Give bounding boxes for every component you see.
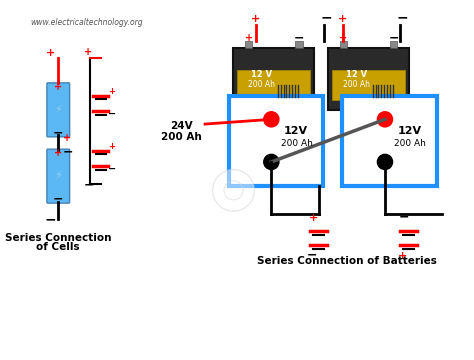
Text: +: + [54,82,62,92]
Text: Series Connection: Series Connection [5,233,111,243]
Text: Series Connection of Batteries: Series Connection of Batteries [257,256,437,266]
Text: +: + [63,133,71,143]
Circle shape [264,154,279,170]
FancyBboxPatch shape [342,96,437,186]
Text: +: + [337,14,347,24]
Text: 200 Ah: 200 Ah [248,80,275,89]
Text: −: − [388,31,399,44]
Text: −: − [63,145,73,158]
Text: −: − [399,211,409,224]
Text: 200 Ah: 200 Ah [281,139,313,148]
Text: 24V
200 Ah: 24V 200 Ah [161,121,202,143]
FancyBboxPatch shape [332,70,405,100]
Text: −: − [307,248,317,261]
Text: +: + [109,87,116,96]
FancyBboxPatch shape [339,41,347,48]
Text: −: − [293,31,304,44]
Circle shape [264,112,279,127]
Text: −: − [320,11,332,25]
Text: +: + [245,33,253,43]
Text: 200 Ah: 200 Ah [394,139,426,148]
Circle shape [377,154,392,170]
FancyBboxPatch shape [295,41,302,48]
FancyBboxPatch shape [390,41,397,48]
Text: −: − [53,127,64,140]
FancyBboxPatch shape [47,149,70,203]
Text: +: + [46,48,55,58]
Text: −: − [109,108,117,118]
Circle shape [213,170,254,211]
Text: 200 Ah: 200 Ah [343,80,370,89]
FancyBboxPatch shape [47,83,70,137]
Text: +: + [54,148,62,158]
Circle shape [377,112,392,127]
FancyBboxPatch shape [234,48,314,110]
Text: +: + [250,14,260,24]
Text: −: − [45,212,56,226]
Text: 12 V: 12 V [346,70,367,79]
FancyBboxPatch shape [328,48,409,110]
Text: −: − [109,163,117,174]
Text: 12 V: 12 V [251,70,273,79]
Text: −: − [396,11,408,25]
Text: +: + [339,33,347,43]
Text: of Cells: of Cells [36,242,80,252]
Text: −: − [84,179,94,192]
FancyBboxPatch shape [237,70,310,100]
Text: +: + [310,213,319,222]
FancyBboxPatch shape [245,41,252,48]
Text: −: − [53,193,64,206]
Text: ⚡: ⚡ [55,171,62,181]
Text: 12V: 12V [283,126,308,135]
Text: 12V: 12V [397,126,421,135]
Text: ⚡: ⚡ [55,105,62,115]
Text: +: + [84,47,92,57]
Text: +: + [109,142,116,151]
FancyBboxPatch shape [229,96,323,186]
Text: www.electricaltechnology.org: www.electricaltechnology.org [30,18,143,27]
Text: +: + [397,251,407,261]
